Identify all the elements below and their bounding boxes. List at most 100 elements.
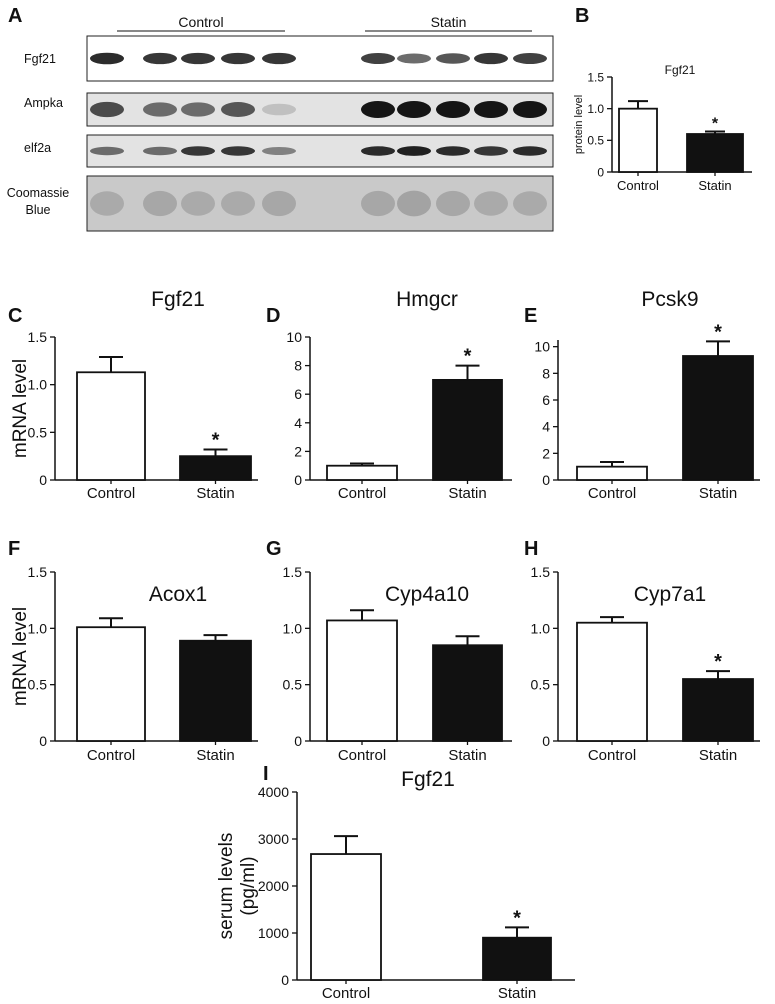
y-tick-label: 1.0 (28, 377, 48, 393)
significance-marker: * (212, 429, 220, 451)
blot-band (221, 146, 255, 156)
blot-band (221, 191, 255, 216)
blot-band (143, 190, 177, 217)
x-tick-label: Control (588, 747, 636, 764)
y-axis-label: mRNA level (10, 359, 31, 458)
y-tick-label: 1.0 (531, 620, 551, 636)
significance-marker: * (464, 346, 472, 368)
y-axis-label: (pg/ml) (238, 856, 259, 915)
bar-control (310, 853, 382, 981)
blot-band (474, 101, 508, 118)
bar-chart-c: C Fgf21 0 0.5 1.0 1.5 mRNA level Control * Statin (8, 288, 258, 502)
blot-row: Coomassie Blue (7, 175, 554, 232)
blot-band (513, 101, 547, 118)
blot-band (397, 146, 431, 156)
x-tick-label: Control (588, 485, 636, 502)
x-tick-label: Statin (196, 747, 234, 764)
bar-statin (682, 678, 754, 742)
x-tick-label: Control (322, 985, 370, 1002)
panel-letter: A (8, 5, 22, 27)
y-tick-label: 2 (542, 445, 550, 461)
y-tick-label: 0.5 (28, 424, 48, 440)
blot-band (181, 52, 215, 65)
blot-band (361, 52, 395, 65)
blot-row-label: Blue (25, 203, 50, 217)
blot-band (397, 53, 431, 64)
blot-band (474, 52, 508, 65)
x-tick-label: Statin (448, 485, 486, 502)
x-tick-label: Control (87, 485, 135, 502)
y-axis-label: serum levels (216, 833, 237, 940)
chart-title: Hmgcr (396, 288, 458, 311)
x-tick-label: Control (338, 747, 386, 764)
blot-band (436, 190, 470, 217)
panel-letter: C (8, 305, 22, 327)
significance-marker: * (714, 651, 722, 673)
y-tick-label: 0 (294, 733, 302, 749)
x-tick-label: Statin (196, 485, 234, 502)
significance-marker: * (513, 907, 521, 929)
y-tick-label: 4 (294, 415, 302, 431)
blot-band (513, 146, 547, 156)
panel-letter: F (8, 538, 20, 560)
y-tick-label: 0.5 (283, 677, 303, 693)
chart-title: Acox1 (149, 583, 207, 606)
y-tick-label: 1000 (258, 925, 289, 941)
bar-control (76, 626, 146, 742)
y-tick-label: 0 (597, 165, 604, 179)
chart-title: Cyp7a1 (634, 583, 706, 606)
blot-row-label: elf2a (24, 141, 51, 155)
blot-band (397, 190, 431, 217)
blot-group-label: Control (178, 14, 223, 30)
y-tick-label: 1.5 (28, 329, 48, 345)
blot-band (143, 52, 177, 65)
bar-statin (682, 355, 754, 481)
blot-band (181, 102, 215, 117)
x-tick-label: Statin (698, 178, 731, 193)
blot-band (262, 52, 296, 65)
y-tick-label: 6 (294, 386, 302, 402)
bar-statin (432, 644, 503, 742)
blot-band (436, 53, 470, 64)
x-tick-label: Statin (448, 747, 486, 764)
y-tick-label: 0 (281, 972, 289, 988)
x-tick-label: Control (617, 178, 659, 193)
blot-row-label: Coomassie (7, 186, 70, 200)
blot-band (474, 146, 508, 156)
y-tick-label: 2000 (258, 878, 289, 894)
x-tick-label: Statin (699, 747, 737, 764)
y-tick-label: 1.5 (28, 564, 48, 580)
chart-title: Fgf21 (401, 768, 455, 791)
y-tick-label: 6 (542, 392, 550, 408)
blot-band (436, 101, 470, 118)
y-tick-label: 0.5 (531, 677, 551, 693)
bar-chart-f: F Acox1 0 0.5 1.0 1.5 mRNA level Control Statin (8, 538, 258, 764)
bar-control (76, 371, 146, 481)
y-tick-label: 8 (294, 358, 302, 374)
bar-control (326, 464, 398, 481)
blot-band (90, 191, 124, 216)
bar-control (618, 107, 658, 173)
y-tick-label: 1.0 (283, 620, 303, 636)
y-tick-label: 0 (542, 733, 550, 749)
panel-letter: D (266, 305, 280, 327)
panel-letter: H (524, 538, 538, 560)
y-tick-label: 1.5 (587, 70, 604, 84)
bar-chart-g: G Cyp4a10 0 0.5 1.0 1.5 Control Statin (266, 538, 512, 764)
blot-band (436, 146, 470, 156)
y-tick-label: 3000 (258, 831, 289, 847)
blot-band (90, 101, 124, 118)
blot-row-label: Ampka (24, 96, 63, 110)
blot-row: Ampka (24, 92, 554, 127)
blot-band (262, 103, 296, 116)
y-tick-label: 4000 (258, 784, 289, 800)
x-tick-label: Statin (699, 485, 737, 502)
y-tick-label: 10 (286, 329, 302, 345)
panel-letter: B (575, 5, 589, 27)
blot-band (397, 101, 431, 118)
y-tick-label: 1.0 (28, 620, 48, 636)
x-tick-label: Control (87, 747, 135, 764)
y-tick-label: 8 (542, 365, 550, 381)
blot-row-label: Fgf21 (24, 52, 56, 66)
